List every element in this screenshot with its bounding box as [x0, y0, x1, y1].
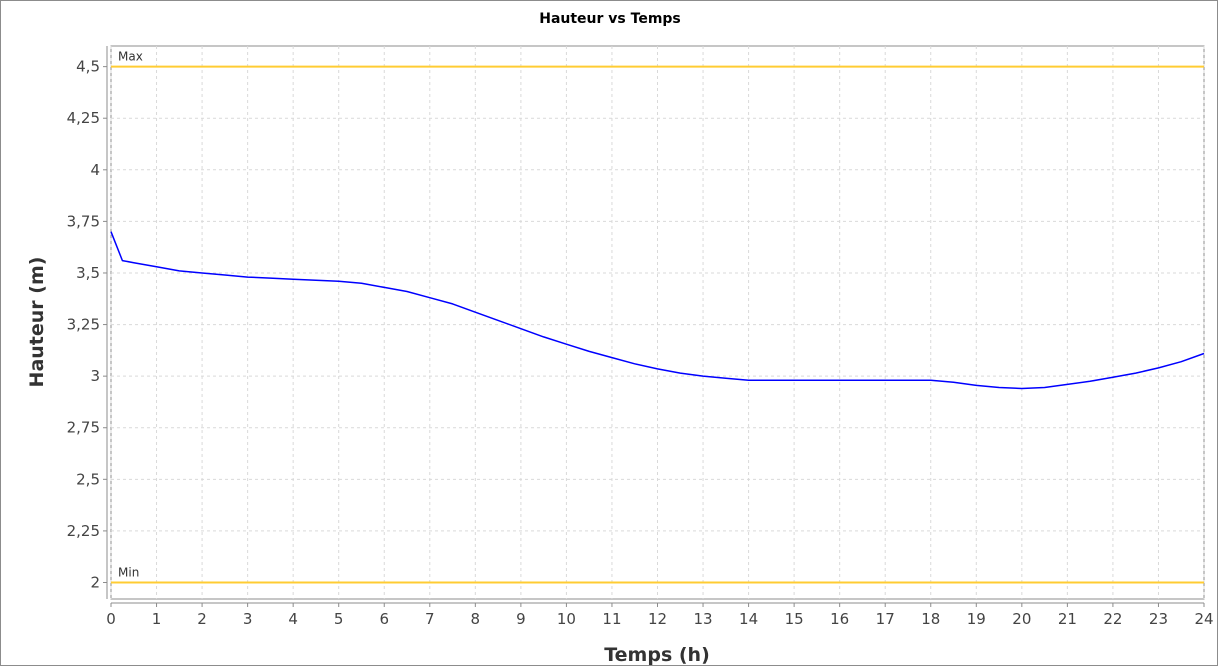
- reference-label-min: Min: [118, 565, 139, 579]
- reference-label-max: Max: [118, 50, 143, 64]
- x-tick-label: 18: [921, 610, 940, 628]
- x-tick-label: 2: [197, 610, 207, 628]
- series-lines: [110, 231, 1205, 390]
- y-tick-label: 4,25: [67, 109, 100, 127]
- y-tick-label: 2,25: [67, 522, 100, 540]
- x-tick-label: 24: [1194, 610, 1213, 628]
- y-axis-title: Hauteur (m): [26, 257, 48, 388]
- x-tick-label: 20: [1012, 610, 1031, 628]
- x-tick-label: 16: [830, 610, 849, 628]
- y-tick-label: 3,5: [76, 264, 100, 282]
- x-tick-label: 0: [106, 610, 116, 628]
- x-tick-label: 14: [739, 610, 758, 628]
- x-axis-title: Temps (h): [604, 644, 710, 665]
- x-tick-label: 23: [1149, 610, 1168, 628]
- x-tick-label: 4: [288, 610, 298, 628]
- x-tick-label: 19: [967, 610, 986, 628]
- x-tick-label: 1: [152, 610, 162, 628]
- y-tick-label: 2: [90, 573, 100, 591]
- x-tick-label: 17: [876, 610, 895, 628]
- y-tick-label: 2,75: [67, 419, 100, 437]
- x-tick-label: 5: [334, 610, 344, 628]
- x-tick-label: 10: [557, 610, 576, 628]
- x-tick-label: 13: [693, 610, 712, 628]
- y-tick-label: 4,5: [76, 58, 100, 76]
- x-tick-label: 3: [243, 610, 253, 628]
- x-tick-label: 11: [602, 610, 621, 628]
- y-axis: 2 2,25 2,5 2,75 3 3,25 3,5 3,75 4 4,25 4,5: [67, 46, 108, 599]
- y-tick-label: 3,25: [67, 316, 100, 334]
- x-tick-label: 6: [379, 610, 389, 628]
- x-tick-label: 12: [648, 610, 667, 628]
- x-tick-label: 8: [471, 610, 481, 628]
- x-tick-label: 7: [425, 610, 435, 628]
- series-line-0: [110, 231, 1205, 390]
- y-tick-label: 3,75: [67, 212, 100, 230]
- x-tick-label: 21: [1058, 610, 1077, 628]
- grid-lines: [110, 46, 1205, 599]
- x-tick-label: 15: [785, 610, 804, 628]
- y-tick-label: 2,5: [76, 470, 100, 488]
- reference-lines: Max Min: [111, 50, 1204, 584]
- x-tick-label: 22: [1103, 610, 1122, 628]
- x-axis: 0 1 2 3 4 5 6 7 8 9 10 11 12 13 14 15 16 17 18 19 20 21 22 23 24: [106, 602, 1214, 628]
- chart-title: Hauteur vs Temps: [539, 11, 681, 27]
- y-tick-label: 3: [90, 367, 100, 385]
- y-tick-label: 4: [90, 161, 100, 179]
- x-tick-label: 9: [516, 610, 526, 628]
